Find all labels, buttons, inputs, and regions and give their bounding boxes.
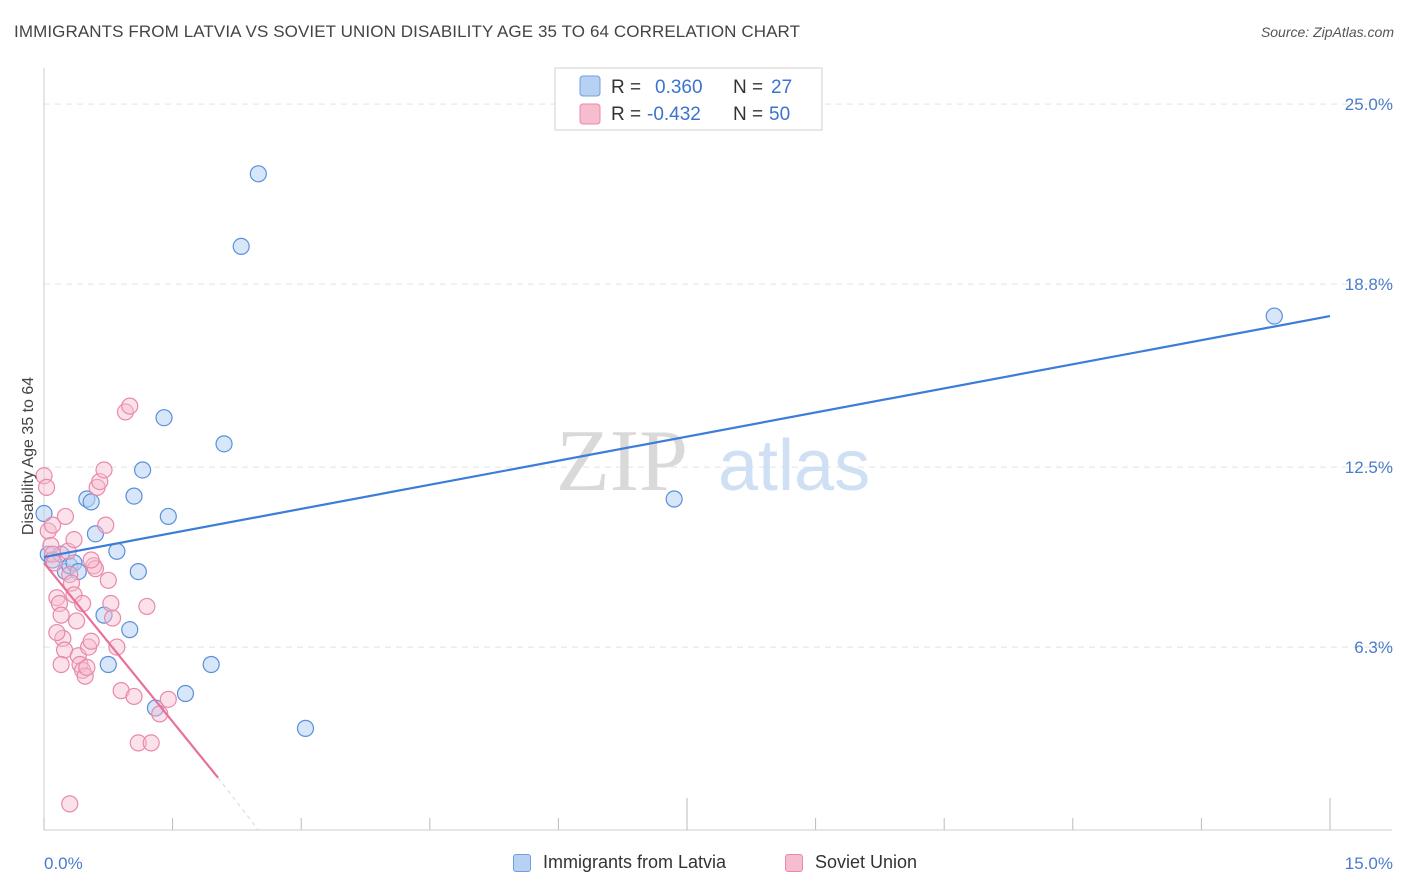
latvia-point-23 — [215, 435, 233, 453]
soviet-point-37 — [121, 397, 139, 415]
soviet-point-8 — [52, 606, 70, 624]
latvia-point-22 — [202, 655, 220, 674]
bottom-legend-swatch-latvia — [513, 853, 531, 872]
latvia-point-14 — [125, 487, 143, 505]
axes — [43, 68, 1392, 831]
soviet-point-1 — [37, 478, 56, 496]
series-soviet-points — [35, 397, 177, 813]
legend-r-value-2: -0.432 — [647, 104, 701, 125]
soviet-point-39 — [129, 734, 147, 752]
latvia-trend-line — [43, 315, 1331, 559]
soviet-point-44 — [61, 795, 79, 813]
latvia-point-19 — [159, 507, 177, 526]
soviet-point-22 — [78, 658, 96, 677]
y-tick-label-0: 6.3% — [1354, 638, 1393, 657]
latvia-point-24 — [232, 237, 250, 256]
latvia-point-15 — [129, 562, 147, 581]
latvia-point-0 — [35, 504, 53, 523]
latvia-point-9 — [82, 493, 100, 511]
legend-n-label-2: N = — [733, 104, 763, 125]
legend-n-value-2: 50 — [769, 104, 790, 125]
bottom-legend-latvia: Immigrants from Latvia — [513, 852, 726, 873]
soviet-point-43 — [159, 690, 177, 708]
bottom-legend-label-soviet: Soviet Union — [815, 852, 918, 872]
chart-title: IMMIGRANTS FROM LATVIA VS SOVIET UNION D… — [14, 22, 801, 41]
legend-n-value-1: 27 — [771, 77, 792, 98]
latvia-point-13 — [99, 655, 117, 674]
latvia-point-16 — [121, 621, 139, 639]
legend-r-value-1: 0.360 — [655, 77, 703, 98]
soviet-point-34 — [108, 638, 126, 656]
y-tick-label-3: 25.0% — [1345, 95, 1393, 114]
bottom-legend-swatch-soviet — [785, 853, 803, 872]
soviet-point-33 — [103, 609, 122, 627]
soviet-point-24 — [82, 632, 100, 650]
legend-swatch-soviet — [579, 103, 601, 125]
latvia-point-28 — [1265, 307, 1283, 325]
soviet-point-41 — [142, 734, 160, 752]
y-tick-label-1: 12.5% — [1345, 458, 1393, 477]
latvia-point-27 — [665, 490, 683, 508]
grid-lines — [44, 103, 1392, 648]
tick-labels: 6.3% 12.5% 18.8% 25.0% 0.0% 15.0% — [44, 95, 1393, 873]
soviet-point-31 — [99, 571, 117, 589]
x-tick-label-0: 0.0% — [44, 854, 83, 873]
soviet-point-46 — [52, 655, 70, 674]
latvia-point-11 — [108, 542, 126, 560]
soviet-trend-extension — [217, 777, 259, 831]
y-tick-label-2: 18.8% — [1345, 275, 1393, 294]
bottom-legend-label-latvia: Immigrants from Latvia — [543, 852, 727, 872]
legend-r-label-2: R = — [611, 104, 641, 125]
soviet-point-17 — [67, 612, 86, 630]
soviet-point-26 — [86, 560, 105, 578]
watermark-atlas: atlas — [718, 426, 870, 506]
latvia-point-18 — [155, 409, 173, 427]
soviet-point-30 — [97, 516, 115, 534]
legend-r-label-1: R = — [611, 77, 641, 98]
soviet-point-29 — [95, 461, 113, 479]
soviet-point-38 — [125, 687, 143, 706]
x-tick-label-1: 15.0% — [1345, 854, 1393, 873]
soviet-point-49 — [82, 551, 100, 569]
soviet-point-12 — [56, 507, 75, 526]
soviet-point-48 — [65, 531, 83, 549]
latvia-point-26 — [296, 719, 315, 737]
soviet-point-11 — [43, 516, 62, 534]
trend-lines — [43, 315, 1331, 831]
y-axis-label: Disability Age 35 to 64 — [20, 377, 37, 535]
legend: R = 0.360 N = 27 R = -0.432 N = 50 — [554, 67, 823, 131]
watermark: ZIP atlas — [556, 413, 870, 510]
source-credit: Source: ZipAtlas.com — [1260, 24, 1394, 40]
soviet-point-45 — [48, 623, 66, 642]
soviet-trend-line — [43, 562, 219, 779]
soviet-point-16 — [65, 586, 83, 604]
latvia-point-25 — [249, 165, 267, 183]
watermark-zip: ZIP — [556, 413, 688, 510]
legend-n-label-1: N = — [733, 77, 763, 98]
bottom-legend: Immigrants from Latvia Soviet Union — [0, 852, 1406, 878]
legend-swatch-latvia — [579, 75, 601, 97]
bottom-legend-soviet: Soviet Union — [785, 852, 917, 873]
soviet-point-40 — [138, 597, 156, 616]
latvia-point-21 — [176, 684, 195, 703]
latvia-point-17 — [133, 461, 152, 479]
soviet-point-32 — [102, 594, 120, 613]
